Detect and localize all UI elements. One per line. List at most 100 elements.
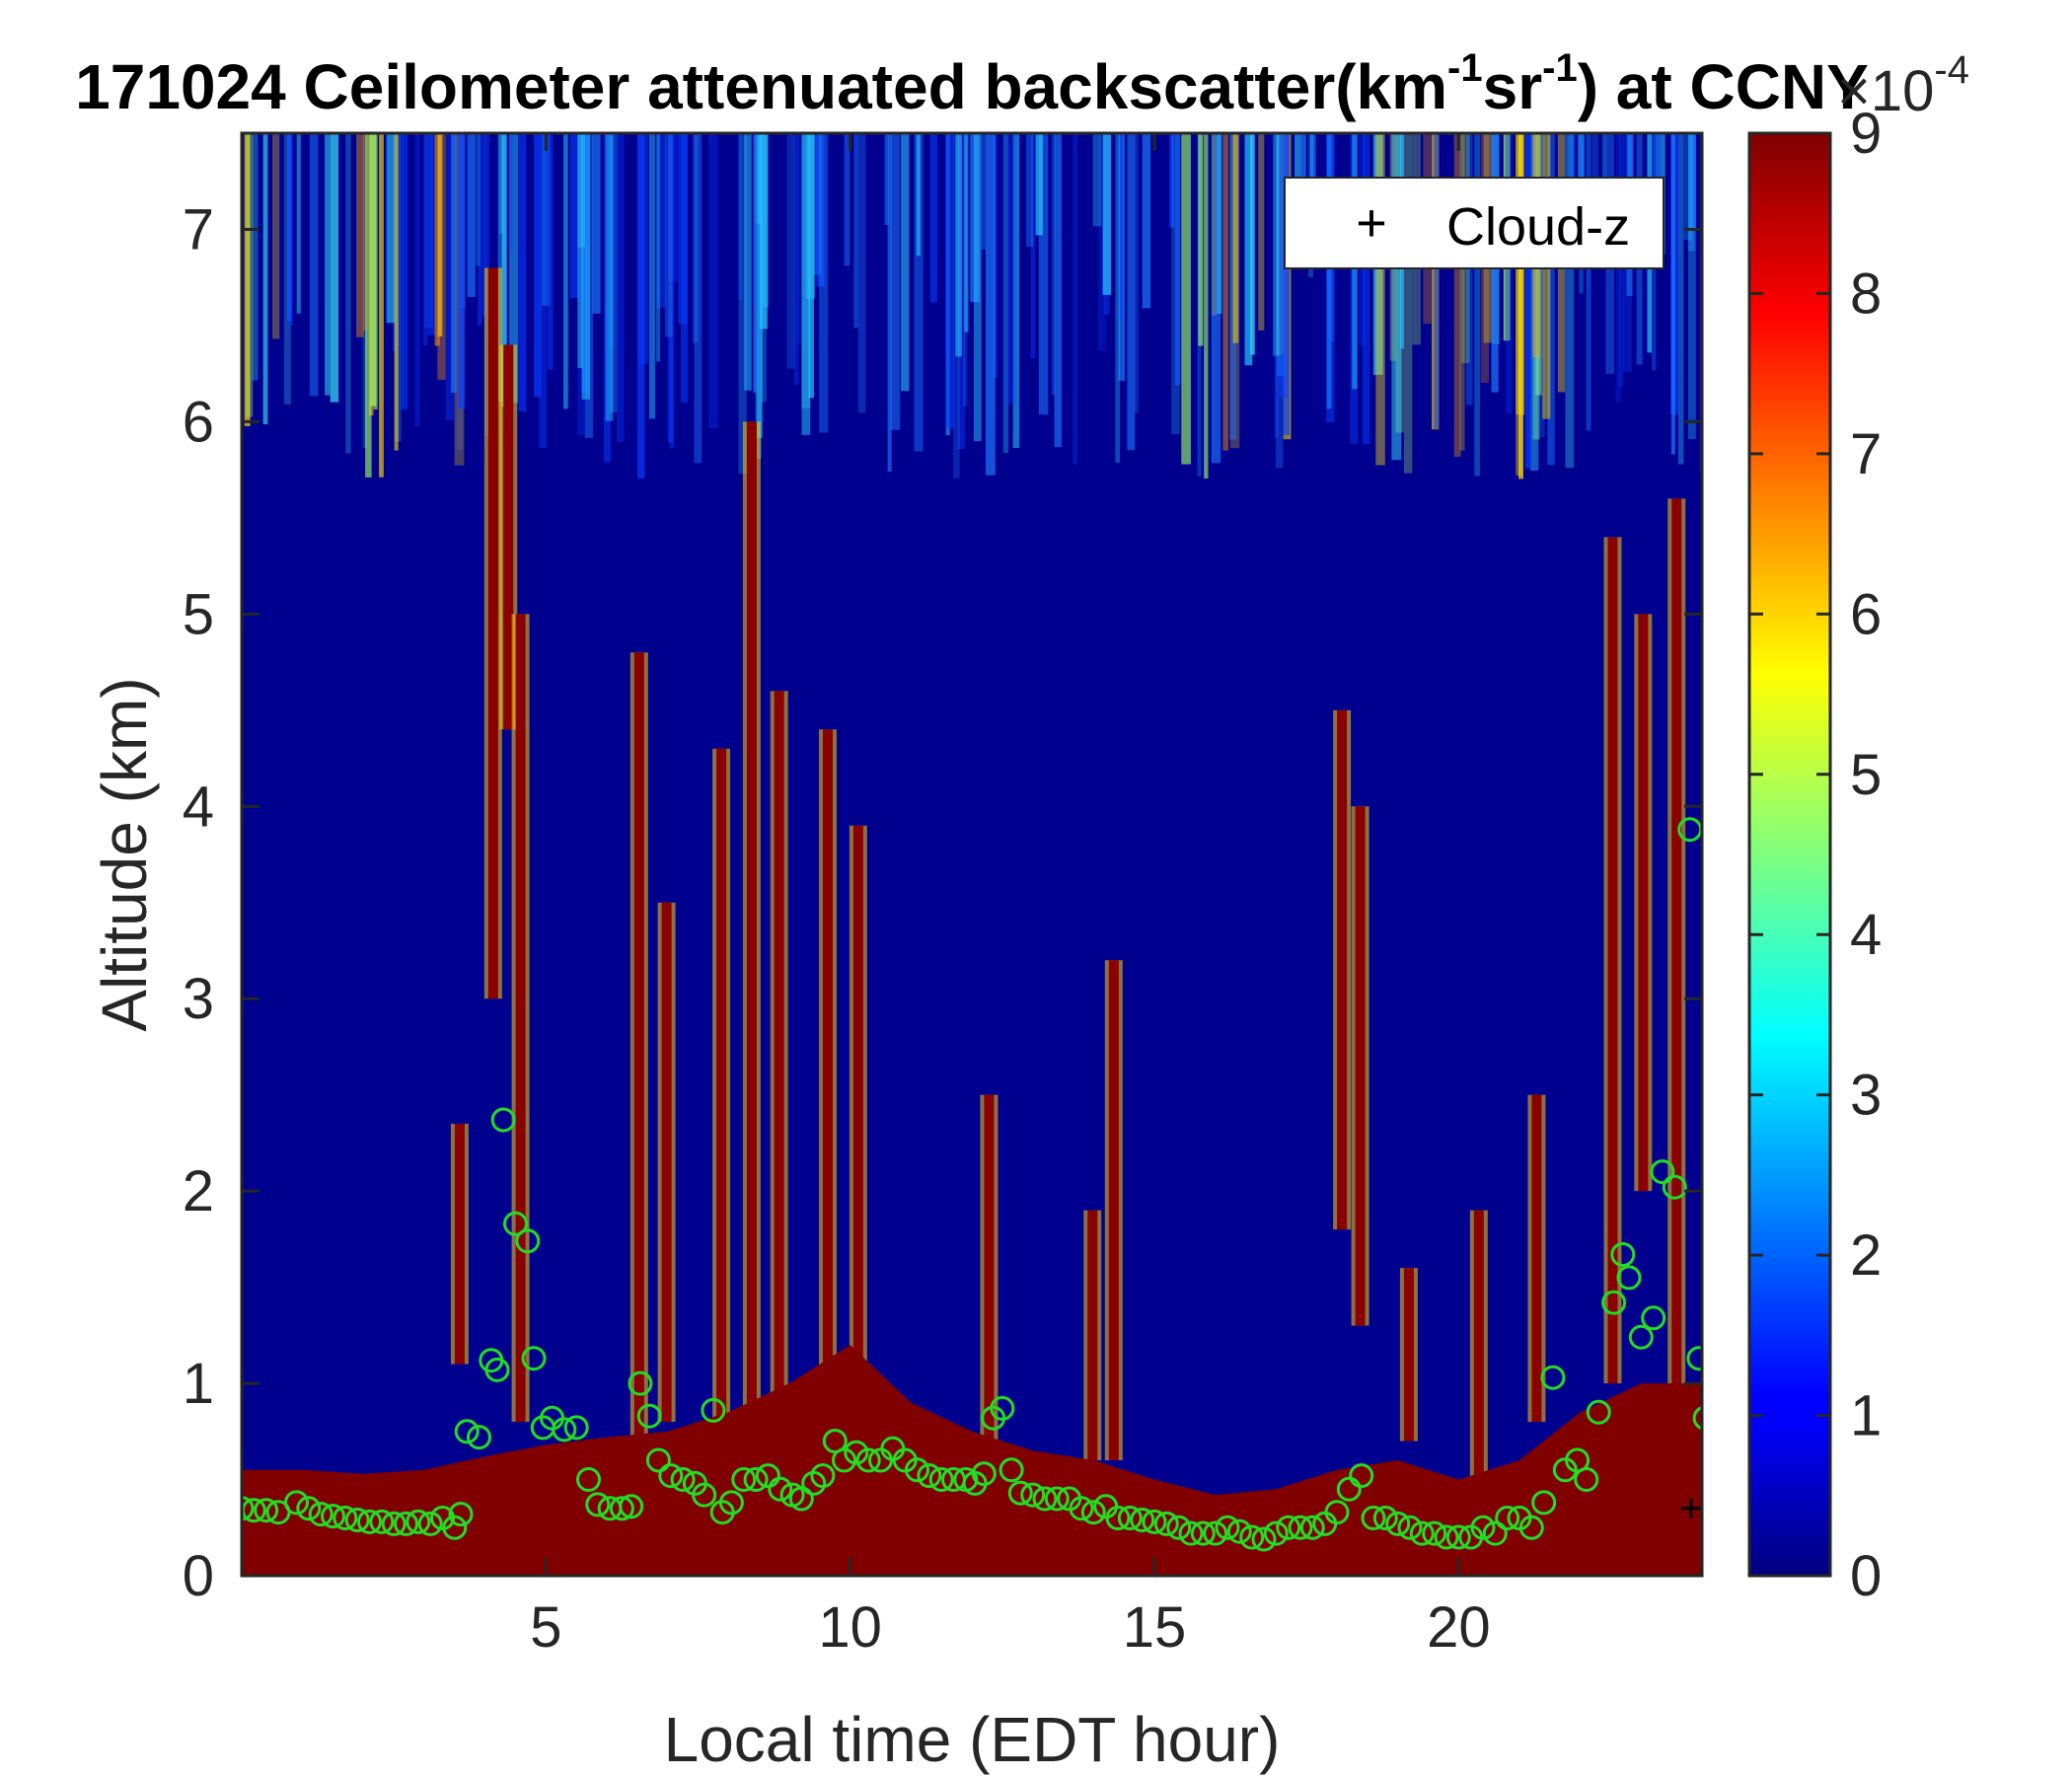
upper-layer-texture (1212, 133, 1217, 316)
upper-layer-texture (1127, 133, 1136, 451)
upper-layer-texture (1115, 133, 1120, 464)
colorbar-tick-label: 6 (1850, 582, 1882, 646)
cloud-streak (1355, 806, 1366, 1326)
cloud-streak (1108, 960, 1119, 1461)
upper-layer-texture (394, 133, 399, 451)
y-tick-label: 7 (183, 197, 214, 261)
upper-layer-texture (401, 133, 408, 409)
green-circle-point (1142, 1509, 1167, 1534)
green-circle-point (1263, 1520, 1289, 1546)
upper-layer-texture (1565, 133, 1575, 469)
green-circle-point (1166, 1515, 1192, 1540)
upper-layer-texture (801, 133, 811, 435)
colorbar-tick-label: 2 (1850, 1223, 1882, 1288)
upper-layer-texture (801, 133, 811, 408)
green-circle-point (670, 1467, 696, 1492)
upper-layer-texture (1326, 133, 1335, 423)
colorbar-ticks: 0 1 2 3 4 5 6 7 8 9 (1749, 102, 1882, 1608)
upper-layer-texture (890, 133, 901, 430)
upper-layer-texture (1035, 133, 1043, 236)
green-circle-point (1470, 1515, 1496, 1540)
green-circle-point (1641, 1305, 1666, 1331)
green-circle-point (755, 1463, 780, 1489)
green-circle-point (357, 1509, 382, 1534)
cloud-streak (1337, 709, 1348, 1230)
upper-layer-texture (1134, 133, 1139, 413)
green-circle-point (585, 1492, 611, 1517)
green-circle-point (1662, 1174, 1687, 1200)
upper-layer-texture (244, 133, 251, 426)
upper-layer-texture (1244, 133, 1253, 366)
cloud-streak (984, 1094, 995, 1442)
upper-layer-texture (808, 133, 814, 399)
upper-layer-texture (1677, 133, 1684, 465)
upper-layer-texture (296, 133, 301, 314)
green-circle-point (284, 1490, 309, 1516)
upper-layer-texture (1038, 133, 1049, 415)
upper-layer-texture (423, 133, 428, 346)
upper-layer-texture (762, 133, 770, 308)
upper-layer-texture (481, 133, 486, 317)
green-circle-point (1349, 1463, 1374, 1489)
upper-layer-texture (386, 133, 396, 324)
y-tick-label: 0 (183, 1544, 214, 1608)
upper-layer-texture (668, 133, 678, 282)
upper-layer-texture (1459, 133, 1465, 451)
upper-layer-texture (760, 133, 768, 330)
green-circle-point (1203, 1520, 1228, 1546)
x-tick-label: 15 (1123, 1595, 1187, 1660)
upper-layer-texture (498, 133, 504, 234)
upper-layer-texture (1391, 133, 1402, 461)
upper-layer-texture (970, 133, 980, 303)
green-circle-point (844, 1440, 869, 1465)
upper-layer-texture (753, 133, 759, 393)
upper-layer-texture (501, 133, 507, 407)
upper-layer-texture (668, 133, 673, 443)
green-circle-point (484, 1357, 510, 1382)
colorbar-tick-label: 3 (1850, 1064, 1882, 1128)
upper-layer-texture (1683, 133, 1693, 241)
plot-frame (240, 131, 1704, 1578)
upper-layer-texture (1530, 133, 1539, 472)
cloud-z-point (1680, 1498, 1701, 1518)
green-circle-series (242, 817, 1702, 1552)
upper-layer-texture (1169, 133, 1175, 228)
upper-layer-texture (1012, 133, 1020, 448)
upper-layer-texture (603, 133, 611, 463)
cloud-streak (1607, 537, 1618, 1384)
green-circle-point (467, 1425, 491, 1450)
green-circle-point (515, 1228, 541, 1254)
upper-layer-texture (437, 133, 443, 336)
y-tick-label: 4 (183, 775, 214, 839)
green-circle-point (658, 1463, 684, 1489)
green-circle-point (1409, 1520, 1435, 1546)
upper-layer-texture (534, 133, 542, 398)
upper-layer-texture (1005, 133, 1016, 406)
upper-layer-texture (1474, 133, 1480, 477)
upper-layer-texture (592, 133, 601, 314)
green-circle-point (905, 1457, 929, 1483)
upper-layer-texture (608, 133, 618, 413)
y-tick-label: 1 (183, 1352, 214, 1416)
green-circle-point (417, 1511, 443, 1536)
green-circle-point (743, 1467, 769, 1492)
upper-layer-texture (445, 133, 455, 421)
cloud-streak (852, 825, 863, 1403)
upper-layer-texture (656, 133, 661, 362)
x-axis: 5 10 15 20 (530, 133, 1491, 1660)
green-circle-point (1650, 1159, 1675, 1185)
green-circle-point (242, 1496, 255, 1521)
upper-layer-texture (379, 133, 384, 478)
cloud-streak (1403, 1268, 1414, 1442)
green-circle-point (1372, 1506, 1398, 1530)
upper-layer-texture (467, 133, 476, 297)
cloud-streak (1638, 614, 1649, 1192)
upper-layer-texture (272, 133, 280, 339)
cloud-streak (454, 1123, 465, 1365)
cloud-streak (661, 902, 672, 1423)
upper-layer-texture (1434, 133, 1440, 429)
upper-layer-texture (857, 133, 866, 413)
green-circle-point (344, 1508, 370, 1532)
green-circle-point (788, 1486, 814, 1512)
green-circle-point (645, 1447, 671, 1473)
